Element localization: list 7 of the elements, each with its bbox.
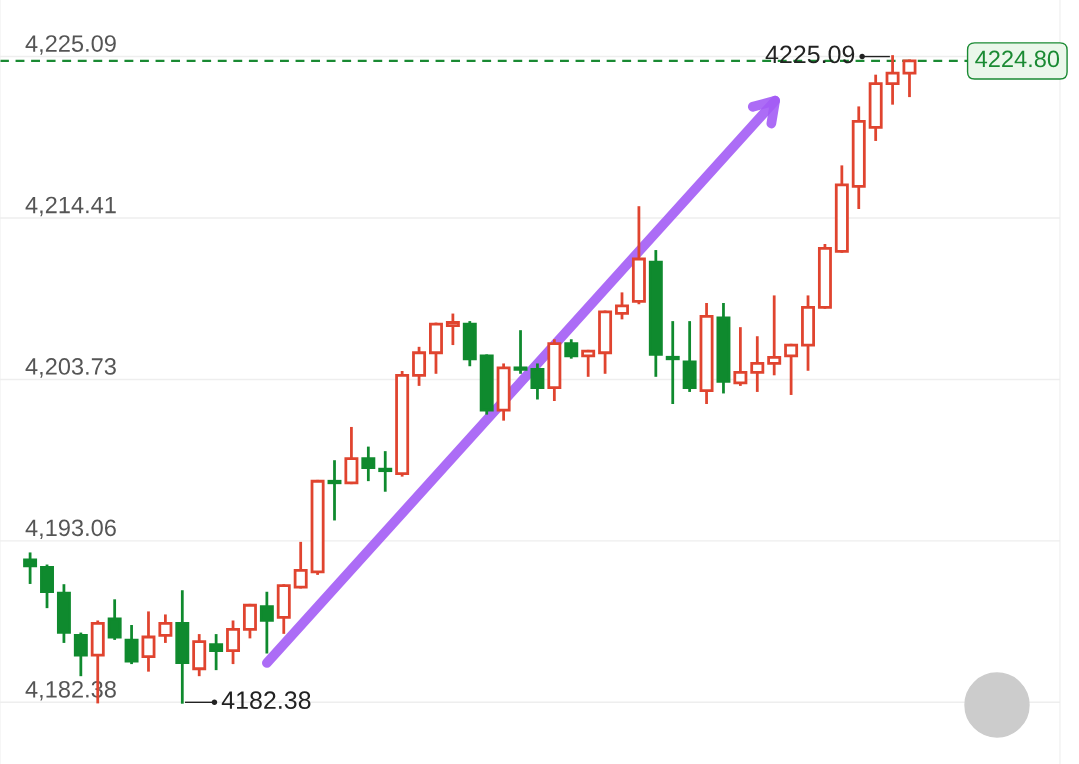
annotation: 4182.38 [221,691,311,710]
y-tick-label: 4,225.09 [25,35,116,55]
y-tick-label: 4,214.41 [25,196,116,217]
y-tick-label: 4,203.73 [25,358,116,378]
annotation: 4225.09 [765,45,855,64]
ref-line-label: 4224.80 [975,50,1060,68]
y-tick-label: 4,193.06 [25,519,116,539]
